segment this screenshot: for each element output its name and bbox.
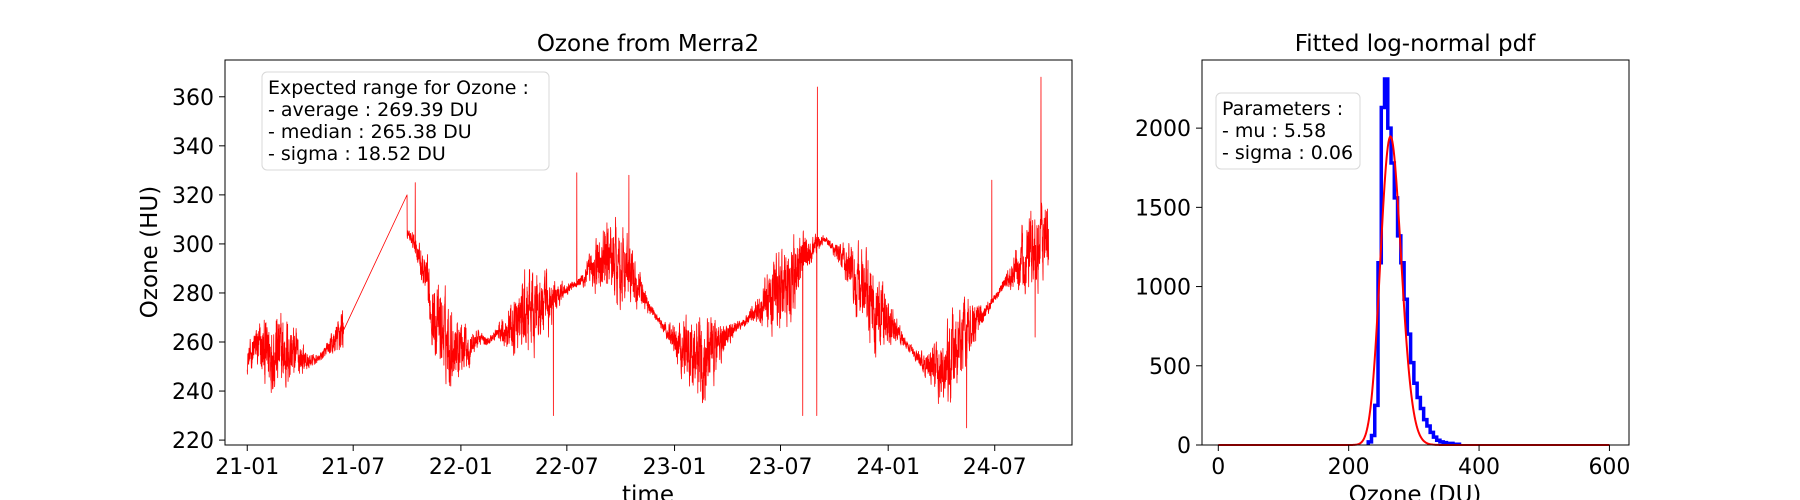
y-tick-label: 220 [172,429,214,454]
annotation-line-4: - sigma : 18.52 DU [268,143,446,165]
annotation-line-3: - median : 265.38 DU [268,121,472,143]
x-axis-label: time [622,482,674,500]
annotation-line-2: - average : 269.39 DU [268,99,478,121]
histogram-outline [1366,77,1462,446]
y-tick-label: 360 [172,86,214,111]
histogram-bin [1385,79,1388,445]
annotation-box: Expected range for Ozone : - average : 2… [261,71,550,171]
x-tick-label: 23-07 [749,455,813,480]
x-tick-label: 400 [1458,455,1500,480]
y-tick-label: 300 [172,233,214,258]
histogram-group [1366,77,1462,446]
x-tick-label: 23-01 [643,455,707,480]
y-tick-label: 280 [172,282,214,307]
x-tick-label: 24-07 [963,455,1027,480]
ozone-timeseries-chart: Ozone from Merra2 220 240 260 280 300 320 340 3… [137,31,1073,500]
x-tick-label: 200 [1328,455,1370,480]
y-tick-label: 320 [172,184,214,209]
chart-title: Fitted log-normal pdf [1295,31,1537,57]
chart-title: Ozone from Merra2 [537,31,759,57]
y-axis-ticks: 0 500 1000 1500 2000 [1135,117,1202,459]
y-tick-label: 1500 [1135,196,1191,221]
histogram-bin [1391,163,1394,445]
x-tick-label: 24-01 [856,455,920,480]
y-tick-label: 1000 [1135,276,1191,301]
fit-group [1218,135,1610,446]
y-tick-label: 240 [172,380,214,405]
annotation-line-1: Parameters : [1222,98,1343,120]
y-axis-ticks: 220 240 260 280 300 320 340 360 [172,86,225,454]
x-tick-label: 0 [1211,455,1225,480]
x-tick-label: 22-01 [429,455,493,480]
plot-frame [224,59,1073,446]
histogram-bin [1388,128,1391,445]
series-group [246,76,1049,429]
annotation-background [261,71,550,171]
y-tick-label: 340 [172,135,214,160]
annotation-line-1: Expected range for Ozone : [268,77,529,99]
y-tick-label: 0 [1177,434,1191,459]
histogram-bin [1398,236,1401,445]
y-tick-label: 500 [1149,355,1191,380]
y-tick-label: 2000 [1135,117,1191,142]
y-tick-label: 260 [172,331,214,356]
ozone-series-line [246,76,1049,429]
y-axis-label: Ozone (HU) [137,186,163,318]
x-tick-label: 21-01 [215,455,279,480]
x-tick-label: 21-07 [321,455,385,480]
annotation-box: Parameters : - mu : 5.58 - sigma : 0.06 [1215,92,1361,170]
x-axis-ticks: 21-01 21-07 22-01 22-07 23-01 23-07 24-01 24-07 [215,445,1027,480]
x-tick-label: 22-07 [535,455,599,480]
annotation-background [1215,92,1361,170]
annotation-line-3: - sigma : 0.06 [1222,142,1353,164]
fitted-pdf-curve [1218,135,1610,446]
x-axis-label: Ozone (DU) [1349,482,1482,500]
x-axis-ticks: 0 200 400 600 [1211,445,1630,480]
annotation-line-2: - mu : 5.58 [1222,120,1326,142]
x-tick-label: 600 [1588,455,1630,480]
plot-frame [1201,59,1630,446]
